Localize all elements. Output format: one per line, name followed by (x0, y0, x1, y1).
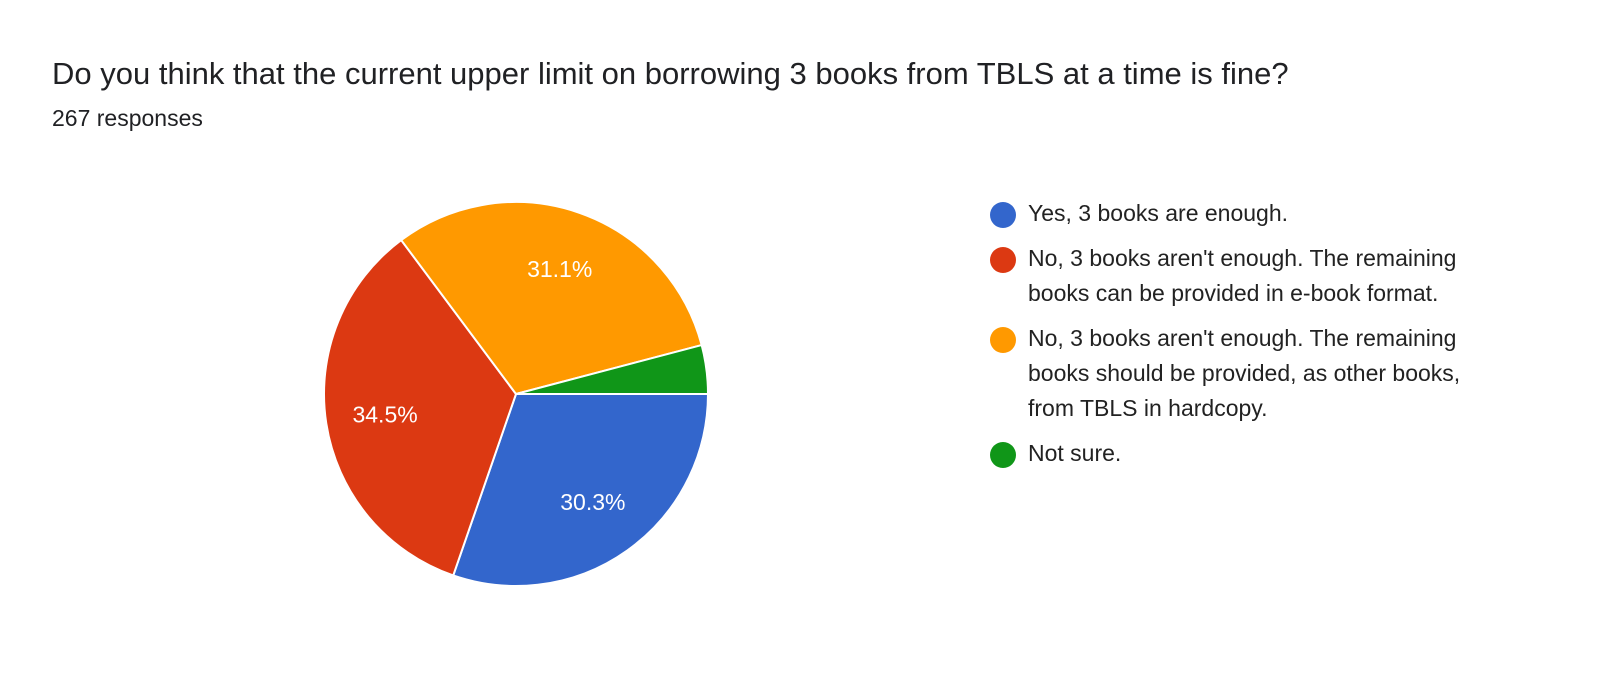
pie-slice[interactable] (323, 238, 518, 577)
pie-slice[interactable] (515, 343, 710, 395)
legend-item[interactable]: No, 3 books aren't enough. The remaining… (990, 241, 1490, 311)
legend-label: No, 3 books aren't enough. The remaining… (1028, 245, 1457, 306)
legend-swatch-icon (990, 327, 1016, 353)
legend-item[interactable]: Not sure. (990, 436, 1490, 471)
chart-title: Do you think that the current upper limi… (52, 56, 1289, 91)
pie-slice[interactable] (399, 201, 703, 396)
legend-item[interactable]: Yes, 3 books are enough. (990, 196, 1490, 231)
pie-slice[interactable] (451, 393, 710, 587)
legend-label: Yes, 3 books are enough. (1028, 200, 1289, 226)
slice-data-label: 34.5% (352, 401, 417, 427)
response-count: 267 responses (52, 105, 203, 131)
legend-item[interactable]: No, 3 books aren't enough. The remaining… (990, 321, 1490, 426)
slice-data-label: 31.1% (527, 256, 592, 282)
slice-data-label: 30.3% (560, 489, 625, 515)
legend-swatch-icon (990, 442, 1016, 468)
legend-label: Not sure. (1028, 440, 1122, 466)
legend-swatch-icon (990, 247, 1016, 273)
legend-swatch-icon (990, 202, 1016, 228)
pie-chart: 30.3% 34.5% 31.1% (323, 201, 710, 587)
legend: Yes, 3 books are enough. No, 3 books aren… (990, 196, 1490, 481)
legend-label: No, 3 books aren't enough. The remaining… (1028, 325, 1461, 421)
